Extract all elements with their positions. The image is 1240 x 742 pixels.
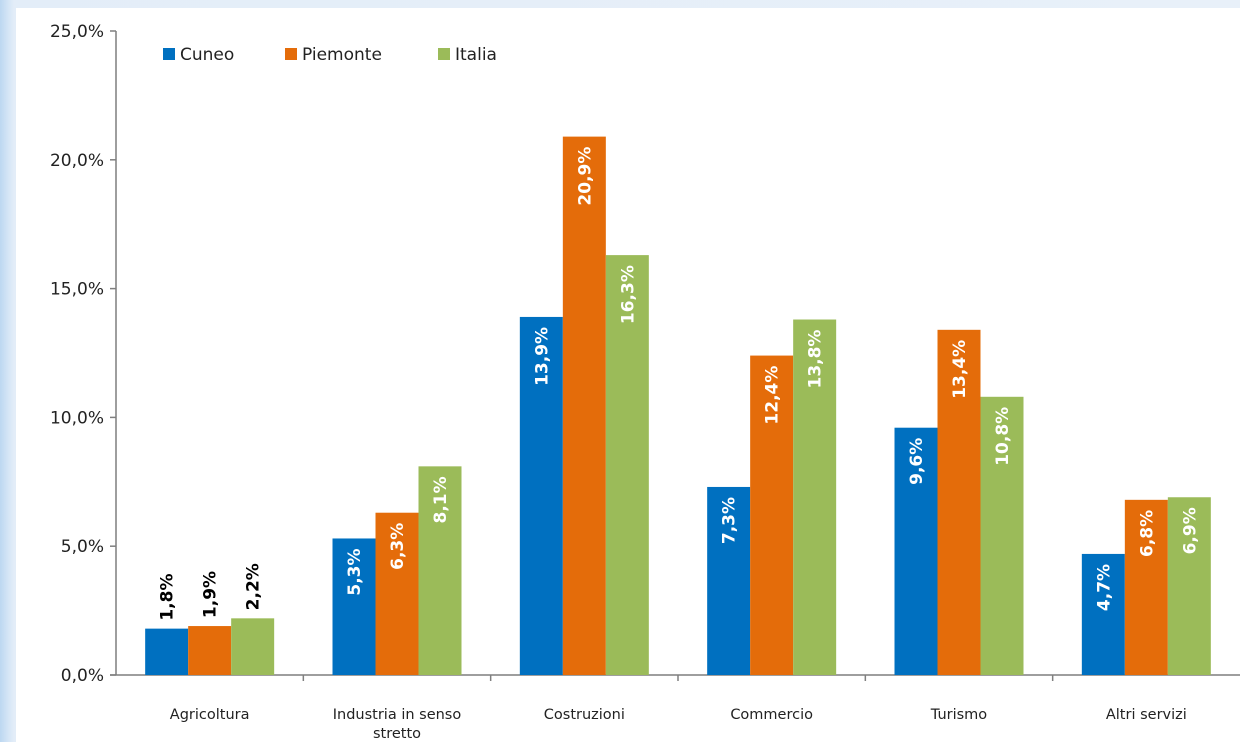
legend-swatch <box>438 48 450 60</box>
bar-costruzioni-piemonte <box>562 136 606 676</box>
data-label-altri-servizi-piemonte: 6,8% <box>1137 510 1157 557</box>
data-label-costruzioni-cuneo: 13,9% <box>532 327 552 386</box>
data-label-agricoltura-piemonte: 1,9% <box>201 571 221 618</box>
bar-chart: 0,0% 5,0% 10,0% 15,0% 20,0% 25,0% Agricoltura I… <box>50 22 1240 742</box>
bars <box>145 136 1211 676</box>
x-tick-label-costruzioni: Costruzioni <box>544 707 625 723</box>
y-tick-label: 10,0% <box>50 408 104 428</box>
chart-area: 0,0% 5,0% 10,0% 15,0% 20,0% 25,0% Agricoltura I… <box>16 8 1240 742</box>
y-tick-label: 15,0% <box>50 280 104 300</box>
bar-costruzioni-cuneo <box>519 316 563 675</box>
data-label-industria-cuneo: 5,3% <box>345 548 365 595</box>
data-label-agricoltura-cuneo: 1,8% <box>158 573 178 620</box>
legend-item-piemonte: Piemonte <box>285 45 382 65</box>
legend-swatch <box>285 48 297 60</box>
y-tick-label: 0,0% <box>61 666 104 686</box>
bar-industria-italia <box>418 466 462 675</box>
bar-industria-piemonte <box>375 512 419 675</box>
bar-industria-cuneo <box>332 538 376 675</box>
bar-agricoltura-italia <box>231 618 275 675</box>
data-label-turismo-italia: 10,8% <box>993 407 1013 466</box>
data-label-commercio-cuneo: 7,3% <box>720 497 740 544</box>
bar-costruzioni-italia <box>605 255 649 675</box>
bar-altri-servizi-italia <box>1167 497 1211 675</box>
legend-item-cuneo: Cuneo <box>163 45 234 65</box>
y-tick-label: 20,0% <box>50 151 104 171</box>
data-label-turismo-piemonte: 13,4% <box>950 340 970 399</box>
x-tick-label-agricoltura: Agricoltura <box>170 707 250 723</box>
x-tick-label-commercio: Commercio <box>730 707 813 723</box>
x-tick-label-industria: Industria in senso stretto <box>333 707 462 742</box>
legend: Cuneo Piemonte Italia <box>163 45 497 65</box>
legend-label: Cuneo <box>180 45 234 65</box>
bar-turismo-piemonte <box>937 329 981 675</box>
data-label-commercio-italia: 13,8% <box>806 330 826 389</box>
data-label-turismo-cuneo: 9,6% <box>907 438 927 485</box>
bar-turismo-cuneo <box>894 427 938 675</box>
bar-commercio-italia <box>793 319 837 675</box>
legend-swatch <box>163 48 175 60</box>
data-label-industria-italia: 8,1% <box>431 476 451 523</box>
bar-commercio-piemonte <box>750 355 794 675</box>
legend-label: Piemonte <box>302 45 382 65</box>
bar-agricoltura-piemonte <box>188 626 232 675</box>
data-label-costruzioni-piemonte: 20,9% <box>575 147 595 206</box>
bar-commercio-cuneo <box>707 486 751 675</box>
data-label-altri-servizi-cuneo: 4,7% <box>1094 564 1114 611</box>
legend-label: Italia <box>455 45 497 65</box>
bar-turismo-italia <box>980 396 1024 675</box>
data-label-costruzioni-italia: 16,3% <box>618 265 638 324</box>
x-tick-label-turismo: Turismo <box>930 707 988 723</box>
data-label-commercio-piemonte: 12,4% <box>763 366 783 425</box>
data-label-altri-servizi-italia: 6,9% <box>1180 507 1200 554</box>
data-label-industria-piemonte: 6,3% <box>388 523 408 570</box>
data-labels: 1,8% 1,9% 2,2% 5,3% 6,3% 8,1% 13,9% 20,9% 16,3% 7… <box>158 147 1201 621</box>
x-tick-label-altri-servizi: Altri servizi <box>1106 707 1187 723</box>
bar-altri-servizi-piemonte <box>1124 499 1168 675</box>
bar-altri-servizi-cuneo <box>1081 553 1125 675</box>
data-label-agricoltura-italia: 2,2% <box>244 563 264 610</box>
y-tick-label: 5,0% <box>61 537 104 557</box>
y-tick-label: 25,0% <box>50 22 104 42</box>
bar-agricoltura-cuneo <box>145 628 189 675</box>
legend-item-italia: Italia <box>438 45 497 65</box>
axes: 0,0% 5,0% 10,0% 15,0% 20,0% 25,0% Agricoltura I… <box>50 22 1240 742</box>
